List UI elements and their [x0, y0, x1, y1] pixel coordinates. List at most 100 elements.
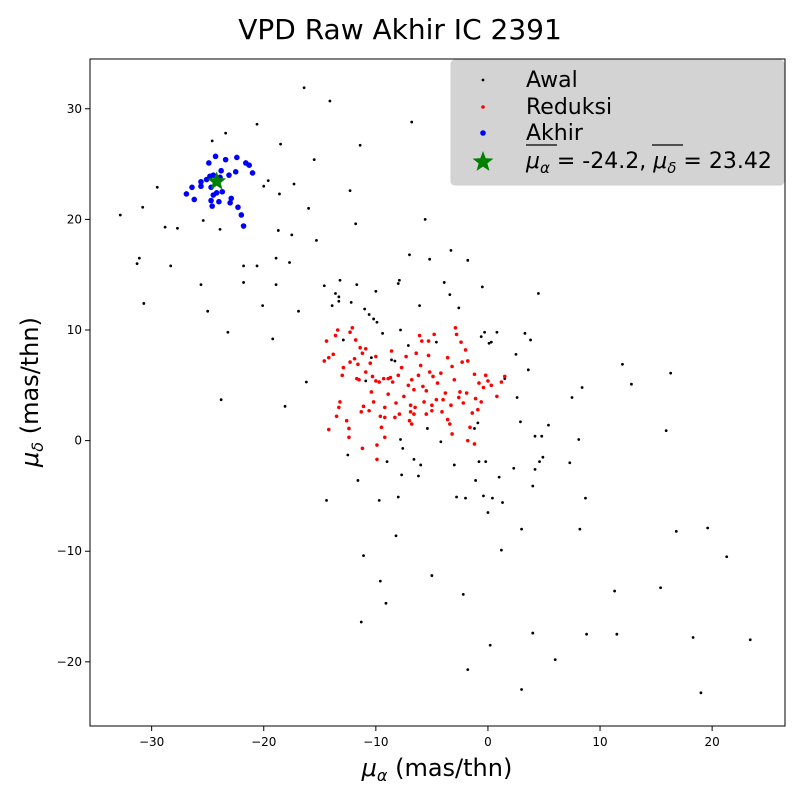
point-awal — [315, 239, 318, 242]
point-reduksi — [453, 325, 458, 330]
point-awal — [570, 396, 574, 399]
point-awal — [367, 313, 371, 316]
point-awal — [515, 396, 519, 399]
point-reduksi — [338, 400, 342, 404]
y-axis-label-subscript: δ — [28, 442, 47, 452]
point-reduksi — [472, 442, 477, 446]
point-awal — [355, 283, 359, 287]
point-awal — [474, 479, 478, 482]
point-akhir — [212, 153, 219, 160]
point-awal — [325, 498, 328, 502]
point-akhir — [208, 197, 214, 204]
point-reduksi — [347, 426, 351, 431]
point-awal — [577, 438, 581, 441]
point-reduksi — [464, 391, 469, 395]
point-awal — [529, 338, 532, 342]
x-tick-label: 10 — [592, 735, 607, 749]
point-reduksi — [333, 333, 338, 338]
point-awal — [302, 86, 306, 90]
point-reduksi — [468, 425, 472, 430]
point-reduksi — [360, 446, 365, 451]
point-reduksi — [363, 347, 368, 351]
point-awal — [400, 473, 404, 477]
point-awal — [399, 328, 402, 332]
point-awal — [484, 460, 488, 464]
point-awal — [354, 222, 358, 226]
point-awal — [364, 379, 368, 383]
point-awal — [691, 636, 695, 639]
x-axis-ticks: −30 −20 −10 0 10 20 — [139, 726, 720, 749]
point-awal — [489, 340, 493, 344]
point-awal — [118, 213, 122, 217]
point-reduksi — [370, 374, 375, 379]
point-awal — [278, 192, 281, 196]
point-awal — [155, 185, 159, 189]
point-awal — [477, 460, 481, 464]
mean-star-marker — [207, 171, 227, 190]
point-reduksi — [458, 390, 462, 394]
point-awal — [397, 278, 401, 282]
point-awal — [385, 460, 389, 464]
y-axis-label-unit: (mas/thn) — [16, 317, 44, 442]
point-awal — [412, 458, 416, 461]
point-awal — [669, 371, 673, 375]
point-reduksi — [465, 359, 470, 363]
point-reduksi — [407, 418, 412, 423]
point-awal — [699, 691, 703, 695]
point-awal — [274, 256, 278, 260]
point-awal — [341, 338, 345, 342]
point-akhir — [232, 169, 239, 175]
point-awal — [585, 632, 588, 636]
point-reduksi — [430, 408, 434, 413]
point-reduksi — [450, 432, 454, 436]
point-akhir — [189, 184, 195, 191]
point-reduksi — [358, 345, 362, 350]
y-axis-label: μδ (mas/thn) — [16, 317, 47, 468]
point-reduksi — [457, 395, 461, 400]
point-awal — [613, 589, 617, 593]
point-awal — [290, 233, 294, 237]
legend-label-akhir: Akhir — [526, 121, 584, 146]
point-reduksi — [440, 410, 444, 414]
y-tick-label: −10 — [57, 544, 82, 558]
legend-sub-alpha: α — [540, 159, 550, 177]
legend-mu-alpha: μ — [525, 149, 540, 174]
point-awal — [226, 330, 230, 334]
point-reduksi — [374, 354, 378, 359]
point-reduksi — [348, 330, 352, 335]
point-awal — [283, 404, 287, 408]
y-tick-label: −20 — [57, 655, 82, 669]
point-awal — [378, 579, 382, 583]
point-reduksi — [356, 362, 360, 367]
legend: Awal Reduksi Akhir μα = -24.2, μδ = 23.4… — [450, 59, 785, 186]
point-reduksi — [418, 363, 423, 368]
y-axis-ticks: −20 −10 0 10 20 30 — [57, 102, 90, 669]
legend-value-delta: = 23.42 — [676, 149, 771, 174]
point-reduksi — [389, 349, 394, 353]
point-awal — [169, 264, 173, 268]
point-reduksi — [422, 400, 426, 404]
point-awal — [533, 467, 537, 471]
point-reduksi — [434, 397, 439, 402]
point-reduksi — [495, 394, 499, 399]
point-awal — [428, 257, 432, 261]
point-awal — [426, 427, 429, 430]
point-akhir — [198, 183, 204, 190]
point-akhir — [238, 212, 245, 218]
point-awal — [396, 495, 400, 499]
point-awal — [466, 668, 470, 671]
point-reduksi — [499, 380, 504, 384]
x-axis-label-subscript: α — [377, 766, 388, 785]
point-reduksi — [326, 427, 331, 432]
point-awal — [307, 206, 310, 210]
point-reduksi — [426, 353, 431, 358]
point-reduksi — [347, 435, 351, 440]
point-awal — [533, 434, 537, 438]
point-awal — [374, 289, 378, 293]
point-akhir — [206, 160, 212, 166]
point-akhir — [246, 162, 252, 168]
point-awal — [390, 358, 393, 362]
point-awal — [486, 511, 490, 514]
point-akhir — [191, 196, 198, 203]
